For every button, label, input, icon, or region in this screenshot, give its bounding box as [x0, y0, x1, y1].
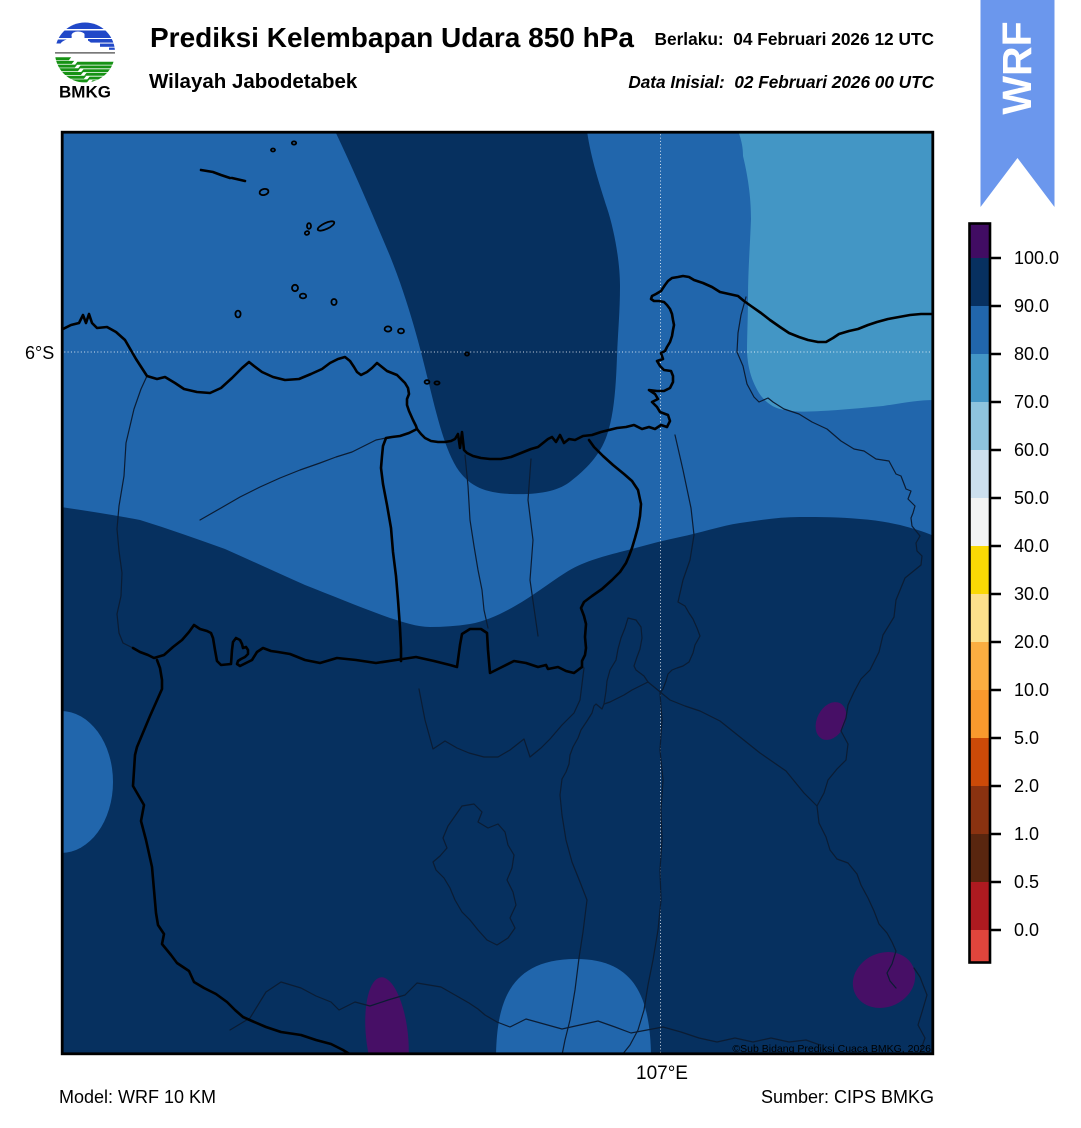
svg-text:60.0: 60.0 — [1014, 440, 1049, 460]
svg-text:20.0: 20.0 — [1014, 632, 1049, 652]
svg-text:WRF: WRF — [994, 21, 1040, 114]
svg-text:5.0: 5.0 — [1014, 728, 1039, 748]
svg-text:90.0: 90.0 — [1014, 296, 1049, 316]
svg-text:80.0: 80.0 — [1014, 344, 1049, 364]
svg-text:100.0: 100.0 — [1014, 248, 1059, 268]
svg-text:70.0: 70.0 — [1014, 392, 1049, 412]
svg-text:0.5: 0.5 — [1014, 872, 1039, 892]
svg-text:40.0: 40.0 — [1014, 536, 1049, 556]
svg-text:30.0: 30.0 — [1014, 584, 1049, 604]
svg-text:10.0: 10.0 — [1014, 680, 1049, 700]
svg-text:BMKG: BMKG — [59, 83, 111, 102]
svg-text:2.0: 2.0 — [1014, 776, 1039, 796]
svg-text:50.0: 50.0 — [1014, 488, 1049, 508]
svg-text:0.0: 0.0 — [1014, 920, 1039, 940]
svg-text:1.0: 1.0 — [1014, 824, 1039, 844]
svg-text:©Sub Bidang Prediksi Cuaca BMK: ©Sub Bidang Prediksi Cuaca BMKG, 2026 — [732, 1043, 931, 1055]
